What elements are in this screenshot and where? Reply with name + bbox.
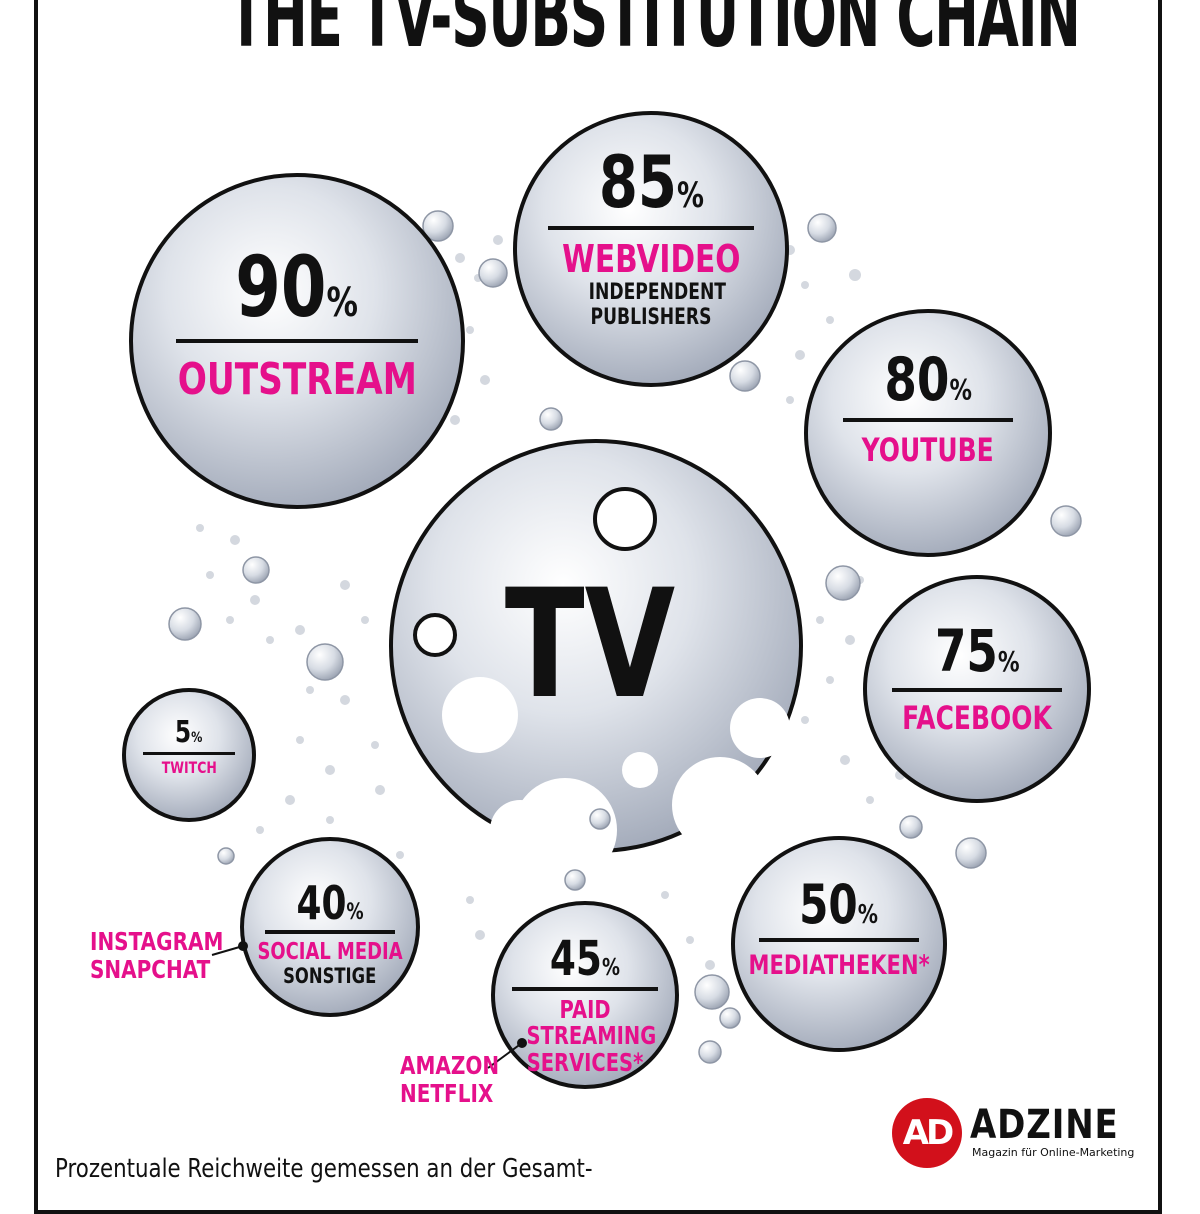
mediatheken-value: 50 — [799, 873, 859, 936]
bubble-youtube — [804, 309, 1052, 557]
twitch-value: 5 — [175, 715, 192, 750]
logo-mark: AD — [892, 1098, 962, 1168]
outstream-text: 90% OUTSTREAM — [176, 238, 418, 405]
outstream-value: 90 — [235, 238, 327, 336]
tv-circle — [389, 439, 803, 853]
paid-text: 45% PAID STREAMING SERVICES* — [497, 935, 673, 1076]
logo-name: ADZINE — [970, 1102, 1119, 1148]
paid-label: PAID STREAMING SERVICES* — [526, 995, 657, 1077]
webvideo-label: WEBVIDEO — [561, 237, 741, 281]
youtube-value: 80 — [884, 345, 950, 415]
callout-instagram-snapchat: INSTAGRAM SNAPCHAT — [90, 927, 224, 984]
webvideo-text: 85% WEBVIDEO INDEPENDENT PUBLISHERS — [531, 146, 771, 330]
callout-amazon-netflix: AMAZON NETFLIX — [400, 1051, 500, 1108]
bubble-social — [240, 837, 420, 1017]
page-title: THE TV-SUBSTITUTION CHAIN — [228, 0, 1081, 67]
bubble-paid — [491, 901, 679, 1089]
mediatheken-text: 50% MEDIATHEKEN* — [748, 873, 930, 981]
bubble-twitch — [122, 688, 256, 822]
twitch-text: 5% TWITCH — [139, 718, 239, 777]
logo-tagline: Magazin für Online-Marketing — [972, 1146, 1135, 1159]
social-sub: SONSTIGE — [283, 964, 377, 989]
youtube-text: 80% YOUTUBE — [828, 350, 1028, 468]
facebook-value: 75 — [934, 617, 998, 685]
youtube-label: YOUTUBE — [861, 431, 995, 469]
paid-value: 45 — [549, 931, 603, 987]
facebook-text: 75% FACEBOOK — [877, 622, 1077, 736]
social-text: 40% SOCIAL MEDIA SONSTIGE — [257, 876, 403, 989]
social-label: SOCIAL MEDIA — [257, 939, 403, 965]
footer-note: Prozentuale Reichweite gemessen an der G… — [55, 1154, 593, 1184]
webvideo-sub: INDEPENDENT PUBLISHERS — [588, 279, 727, 331]
bubble-mediatheken — [731, 836, 947, 1052]
small-bubbles — [168, 210, 1082, 1064]
facebook-label: FACEBOOK — [902, 699, 1052, 737]
tv-label: TV — [504, 558, 676, 732]
bubble-webvideo — [513, 111, 789, 387]
mediatheken-label: MEDIATHEKEN* — [748, 950, 930, 981]
adzine-logo: AD ADZINE Magazin für Online-Marketing — [892, 1098, 1142, 1168]
webvideo-value: 85 — [598, 140, 677, 224]
twitch-label: TWITCH — [161, 758, 217, 777]
outstream-label: OUTSTREAM — [177, 354, 417, 405]
social-value: 40 — [296, 876, 347, 930]
